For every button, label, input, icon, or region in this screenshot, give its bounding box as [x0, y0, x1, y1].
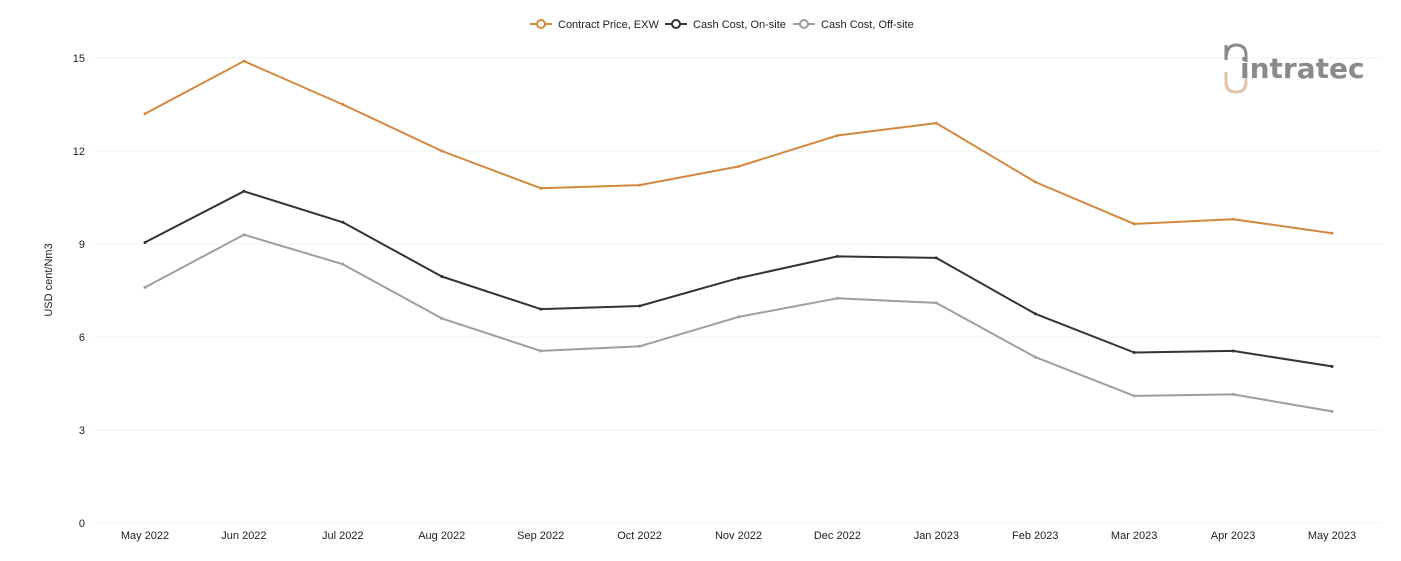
- data-point: [1033, 355, 1037, 359]
- y-axis-title: USD cent/Nm3: [43, 243, 55, 316]
- data-point: [143, 240, 147, 244]
- data-point: [835, 134, 839, 137]
- data-point: [341, 103, 345, 106]
- data-point: [1132, 351, 1136, 354]
- legend-item-2[interactable]: Cash Cost, Off-site: [793, 19, 914, 31]
- data-point: [1033, 312, 1037, 316]
- y-tick-label: 6: [79, 332, 85, 344]
- data-point: [835, 296, 839, 300]
- legend-marker: [799, 19, 809, 29]
- x-tick-label: Oct 2022: [617, 530, 662, 542]
- x-tick-label: Aug 2022: [418, 530, 465, 542]
- data-point: [242, 233, 246, 237]
- legend-marker: [671, 19, 681, 29]
- data-point: [934, 301, 938, 305]
- x-tick-label: Apr 2023: [1211, 530, 1256, 542]
- data-point: [638, 183, 642, 187]
- data-point: [539, 349, 543, 353]
- data-point: [1231, 392, 1235, 396]
- legend-label: Contract Price, EXW: [558, 19, 659, 31]
- data-point: [934, 121, 938, 125]
- grid-lines: [95, 57, 1381, 524]
- x-tick-label: Dec 2022: [814, 530, 861, 542]
- legend-marker: [536, 19, 546, 29]
- x-tick-label: Mar 2023: [1111, 530, 1157, 542]
- data-point: [1330, 231, 1334, 235]
- data-point: [638, 304, 642, 308]
- data-point: [1330, 409, 1334, 413]
- data-point: [835, 254, 839, 258]
- x-tick-label: Jun 2022: [221, 530, 266, 542]
- data-point: [440, 275, 444, 279]
- legend-label: Cash Cost, On-site: [693, 19, 786, 31]
- data-point: [440, 149, 444, 153]
- x-axis: May 2022 Jun 2022 Jul 2022 Aug 2022 Sep 2022…: [121, 530, 1356, 542]
- data-point: [539, 186, 543, 190]
- y-tick-label: 3: [79, 425, 85, 437]
- data-point: [737, 276, 740, 280]
- legend-item-0[interactable]: Contract Price, EXW: [530, 19, 659, 31]
- legend[interactable]: Contract Price, EXW Cash Cost, On-site Cas…: [530, 19, 914, 31]
- data-point: [242, 189, 246, 193]
- x-tick-label: May 2022: [121, 530, 169, 542]
- y-axis: 0 3 6 9 12 15: [73, 53, 85, 530]
- data-point: [1330, 364, 1334, 368]
- logo-mark-top: [1224, 43, 1248, 62]
- y-tick-label: 0: [79, 518, 85, 530]
- data-point: [638, 344, 642, 348]
- data-point: [143, 112, 147, 116]
- data-point: [341, 262, 345, 266]
- y-tick-label: 15: [73, 53, 85, 65]
- intratec-logo: intratec: [1224, 43, 1365, 94]
- x-tick-label: Jul 2022: [322, 530, 364, 542]
- data-point: [539, 307, 543, 311]
- data-point: [934, 256, 938, 260]
- series-line-2: [144, 233, 1333, 413]
- data-point: [737, 315, 740, 319]
- data-point: [1132, 222, 1136, 226]
- data-point: [242, 59, 246, 63]
- x-tick-label: Nov 2022: [715, 530, 762, 542]
- data-point: [1231, 349, 1235, 353]
- series-line-0: [144, 60, 1333, 235]
- series-lines: [143, 59, 1334, 413]
- data-point: [143, 285, 147, 289]
- data-point: [737, 165, 740, 168]
- logo-text: intratec: [1240, 52, 1365, 85]
- data-point: [341, 220, 345, 224]
- x-tick-label: Sep 2022: [517, 530, 564, 542]
- data-point: [1132, 394, 1136, 398]
- data-point: [1033, 180, 1037, 184]
- data-point: [440, 316, 444, 320]
- legend-item-1[interactable]: Cash Cost, On-site: [665, 19, 786, 31]
- data-point: [1231, 217, 1235, 221]
- legend-label: Cash Cost, Off-site: [821, 19, 914, 31]
- x-tick-label: May 2023: [1308, 530, 1356, 542]
- x-tick-label: Feb 2023: [1012, 530, 1058, 542]
- x-tick-label: Jan 2023: [914, 530, 959, 542]
- y-tick-label: 12: [73, 146, 85, 158]
- logo-mark-bottom: [1224, 72, 1248, 94]
- y-tick-label: 9: [79, 239, 85, 251]
